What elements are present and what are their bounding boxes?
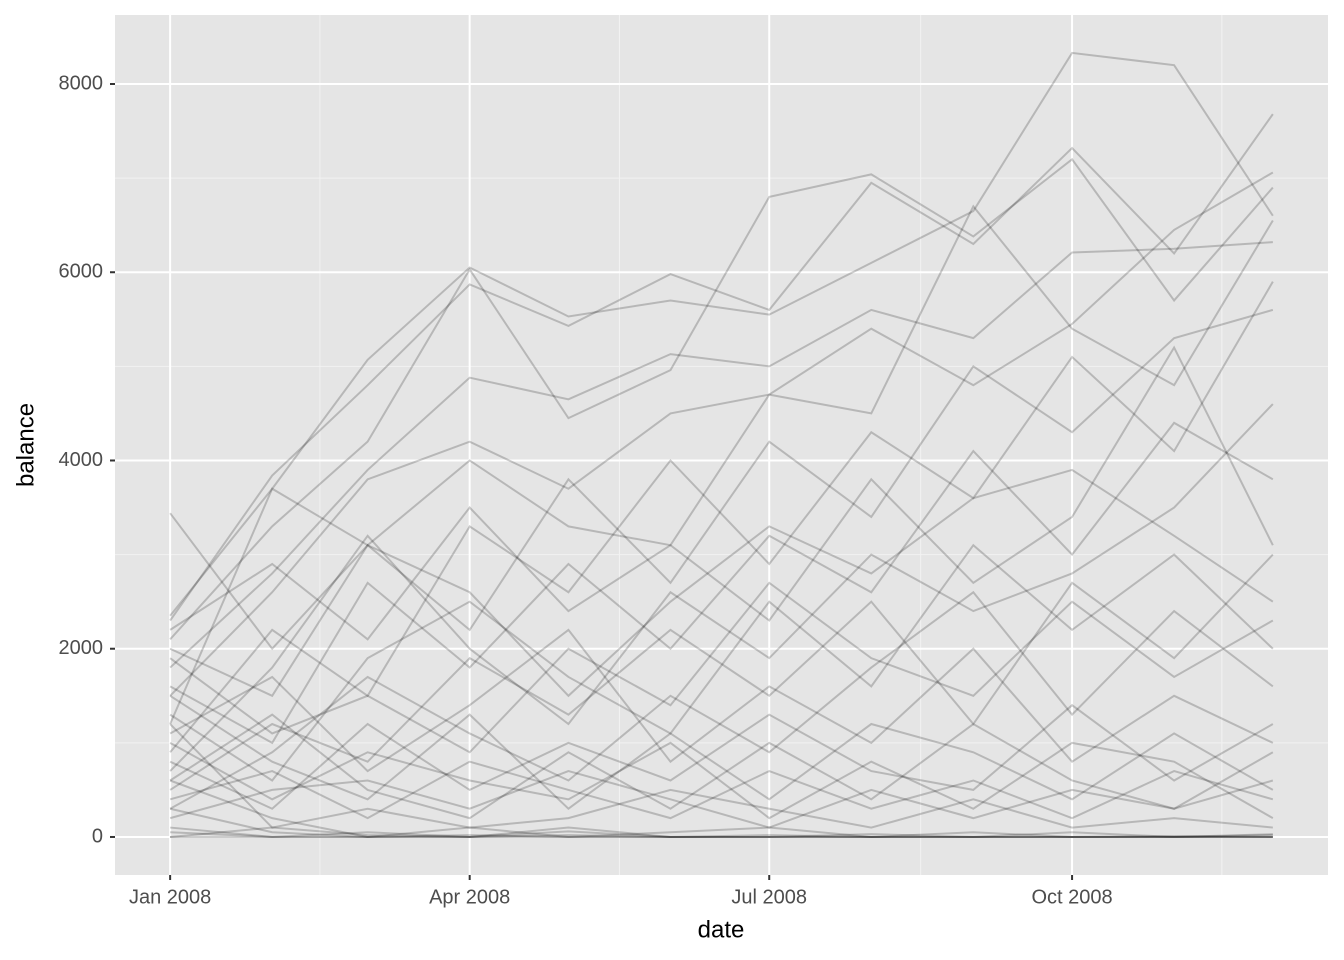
series-line <box>169 241 1273 669</box>
series-line <box>169 581 1274 754</box>
x-axis-title: date <box>698 916 745 943</box>
x-tick-label: Oct 2008 <box>1031 886 1112 908</box>
series-line <box>169 770 1274 829</box>
series-line <box>169 590 1274 810</box>
series-line <box>169 157 1274 640</box>
series-line <box>169 204 1274 725</box>
series-line <box>169 703 1274 810</box>
series-line <box>169 713 1274 820</box>
series-line <box>169 807 1273 838</box>
series-line <box>169 113 1274 622</box>
series-line <box>169 543 1274 782</box>
series-line <box>169 723 1273 829</box>
series-line <box>169 628 1274 773</box>
y-tick-label: 4000 <box>59 449 104 471</box>
x-tick-label: Jan 2008 <box>129 886 211 908</box>
plot-panel <box>115 15 1328 875</box>
series-line <box>169 760 1274 820</box>
x-tick-label: Jul 2008 <box>731 886 807 908</box>
series-line <box>169 403 1274 772</box>
y-tick-label: 8000 <box>59 72 104 94</box>
y-tick-label: 6000 <box>59 261 104 283</box>
y-tick-label: 2000 <box>59 637 104 659</box>
series-line <box>170 831 1273 838</box>
y-tick-label: 0 <box>92 825 103 847</box>
series-line <box>170 826 1273 838</box>
series-line <box>169 779 1273 838</box>
y-axis-title: balance <box>12 403 39 487</box>
series-line <box>169 51 1274 617</box>
series-line <box>169 345 1274 641</box>
series-line <box>169 553 1274 791</box>
series-line <box>169 308 1274 698</box>
x-tick-label: Apr 2008 <box>429 886 510 908</box>
series-line <box>169 694 1274 811</box>
series-line <box>169 281 1274 753</box>
series-line <box>169 468 1274 698</box>
series-line <box>169 741 1274 820</box>
series-line <box>170 826 1273 838</box>
series-line <box>169 171 1274 697</box>
series-line <box>169 421 1274 745</box>
